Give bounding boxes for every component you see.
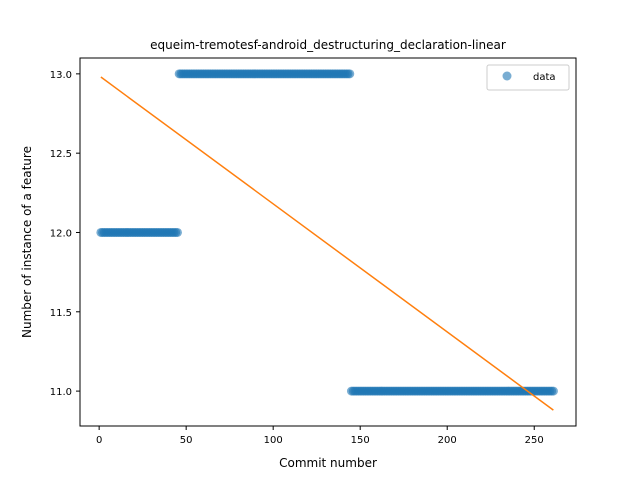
x-axis: 0 50 100 150 200 250 <box>96 426 544 446</box>
x-tick-label: 150 <box>351 435 370 446</box>
y-tick-label: 12.0 <box>50 228 72 239</box>
linear-fit-line <box>100 76 554 411</box>
data-point <box>172 227 182 237</box>
legend: data <box>486 64 570 91</box>
plot-area <box>96 69 558 411</box>
y-tick-label: 11.0 <box>50 387 72 398</box>
y-axis-label: Number of instance of a feature <box>20 146 34 338</box>
y-axis: 11.0 11.5 12.0 12.5 13.0 <box>50 70 80 398</box>
data-point <box>345 69 355 79</box>
y-tick-label: 13.0 <box>50 70 72 81</box>
y-tick-label: 11.5 <box>50 308 72 319</box>
x-tick-label: 100 <box>264 435 283 446</box>
axes-frame <box>79 57 577 427</box>
x-tick-label: 200 <box>438 435 457 446</box>
y-tick-label: 12.5 <box>50 149 72 160</box>
x-tick-label: 250 <box>525 435 544 446</box>
x-axis-label: Commit number <box>279 456 377 470</box>
legend-box <box>486 64 570 91</box>
data-point <box>548 386 558 396</box>
legend-marker-data <box>502 71 512 81</box>
chart-title: equeim-tremotesf-android_destructuring_d… <box>150 38 506 52</box>
x-tick-label: 0 <box>96 435 102 446</box>
legend-label-data: data <box>533 72 556 83</box>
x-tick-label: 50 <box>180 435 193 446</box>
